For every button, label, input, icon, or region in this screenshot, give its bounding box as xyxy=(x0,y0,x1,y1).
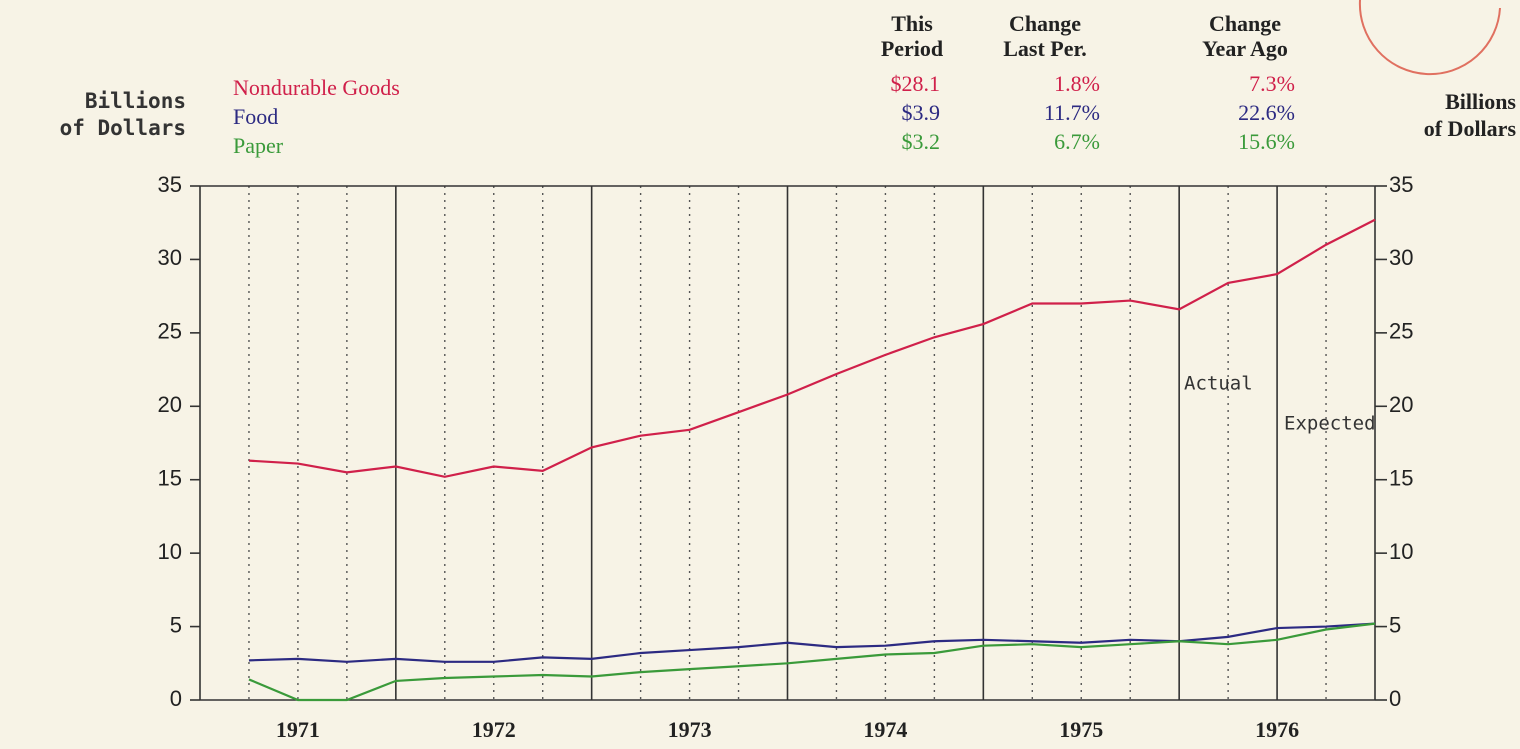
y2-tick-label: 5 xyxy=(1389,612,1401,637)
series-line xyxy=(248,622,1376,702)
summary-header: Last Per. xyxy=(1003,36,1087,61)
summary-value: 11.7% xyxy=(1044,100,1100,125)
y-tick-label: 15 xyxy=(158,466,182,491)
x-year-label: 1973 xyxy=(668,717,712,742)
summary-header: Change xyxy=(1009,11,1081,36)
summary-header: Period xyxy=(881,36,943,61)
y2-axis-label: Billions xyxy=(1445,89,1516,114)
summary-value: 22.6% xyxy=(1238,100,1295,125)
y-tick-label: 10 xyxy=(158,539,182,564)
summary-value: 7.3% xyxy=(1249,71,1295,96)
x-year-label: 1975 xyxy=(1059,717,1103,742)
y-axis-label: of Dollars xyxy=(60,116,186,140)
legend-label: Nondurable Goods xyxy=(233,75,400,100)
stamp-circle xyxy=(1358,0,1501,76)
x-year-label: 1976 xyxy=(1255,717,1299,742)
y2-tick-label: 25 xyxy=(1389,319,1413,344)
legend-label: Paper xyxy=(233,133,284,158)
x-year-label: 1972 xyxy=(472,717,516,742)
summary-header: Change xyxy=(1209,11,1281,36)
summary-value: $3.2 xyxy=(902,129,941,154)
summary-value: 1.8% xyxy=(1054,71,1100,96)
summary-value: $28.1 xyxy=(891,71,941,96)
summary-header: Year Ago xyxy=(1202,36,1288,61)
x-year-label: 1971 xyxy=(276,717,320,742)
legend-label: Food xyxy=(233,104,278,129)
series-line xyxy=(248,218,1376,478)
y-tick-label: 35 xyxy=(158,172,182,197)
y-tick-label: 30 xyxy=(158,245,182,270)
y2-tick-label: 10 xyxy=(1389,539,1413,564)
annotation: Expected xyxy=(1284,413,1376,435)
y-tick-label: 20 xyxy=(158,392,182,417)
y-tick-label: 5 xyxy=(170,612,182,637)
y2-tick-label: 20 xyxy=(1389,392,1413,417)
y2-axis-label: of Dollars xyxy=(1424,116,1517,141)
x-year-label: 1974 xyxy=(863,717,907,742)
series-line xyxy=(248,622,1376,663)
y-tick-label: 25 xyxy=(158,319,182,344)
summary-value: 15.6% xyxy=(1238,129,1295,154)
y-axis-label: Billions xyxy=(85,89,186,113)
y2-tick-label: 30 xyxy=(1389,245,1413,270)
summary-value: 6.7% xyxy=(1054,129,1100,154)
y2-tick-label: 35 xyxy=(1389,172,1413,197)
annotation: Actual xyxy=(1184,373,1253,395)
summary-header: This xyxy=(891,11,933,36)
y-tick-label: 0 xyxy=(170,686,182,711)
y2-tick-label: 15 xyxy=(1389,466,1413,491)
summary-value: $3.9 xyxy=(902,100,941,125)
y2-tick-label: 0 xyxy=(1389,686,1401,711)
